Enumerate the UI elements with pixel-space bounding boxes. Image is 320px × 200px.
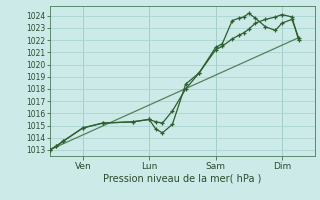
X-axis label: Pression niveau de la mer( hPa ): Pression niveau de la mer( hPa ) <box>103 173 261 183</box>
